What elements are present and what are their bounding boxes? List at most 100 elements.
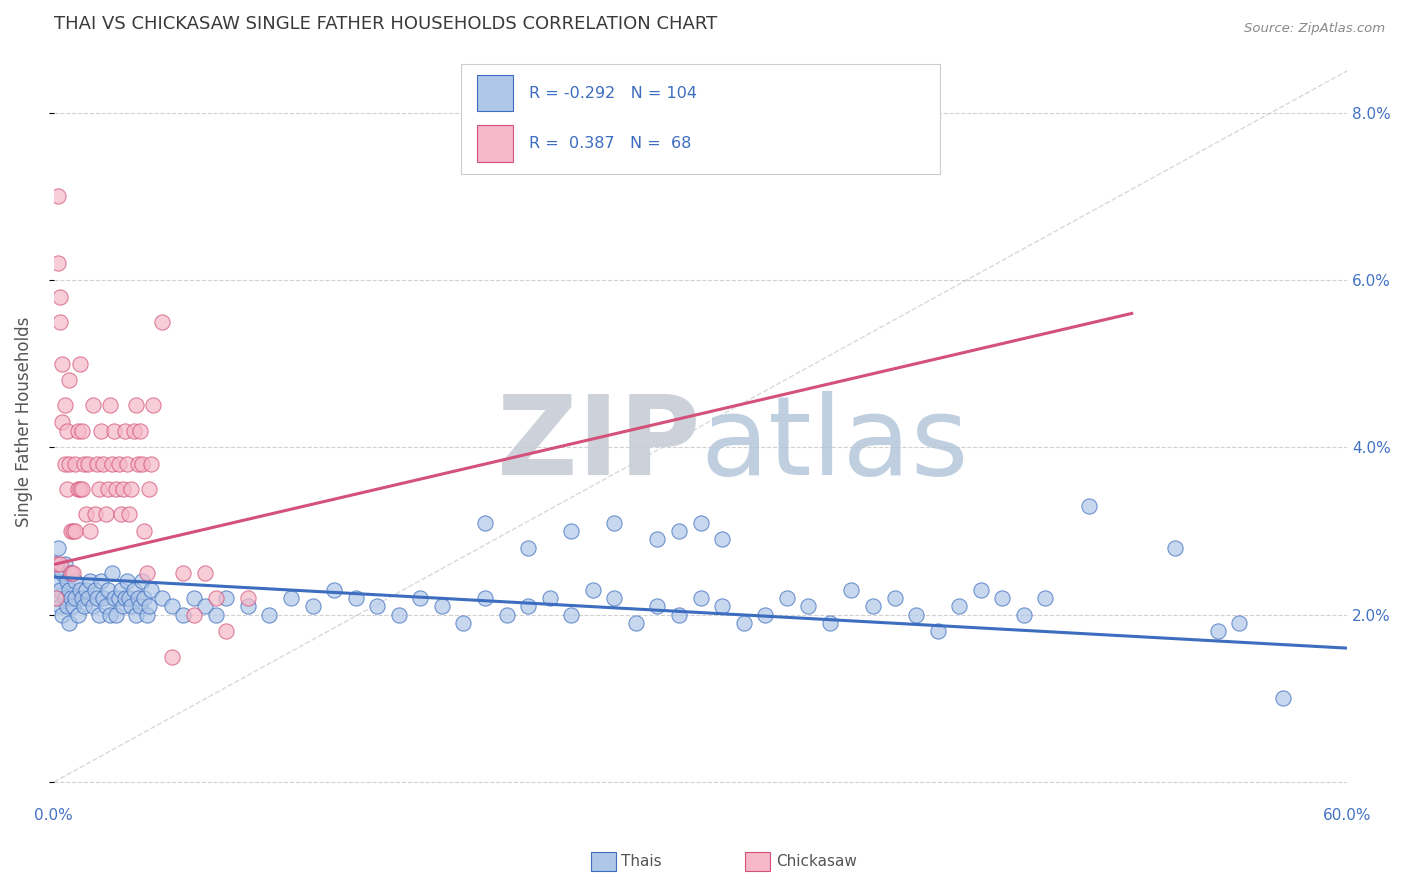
Point: [647, 533, 669, 547]
Point: [668, 524, 690, 538]
Point: [98, 607, 121, 622]
Point: [45, 591, 67, 605]
Point: [86, 457, 108, 471]
Point: [668, 607, 690, 622]
Text: THAI VS CHICKASAW SINGLE FATHER HOUSEHOLDS CORRELATION CHART: THAI VS CHICKASAW SINGLE FATHER HOUSEHOL…: [53, 15, 717, 33]
Point: [215, 624, 238, 639]
Point: [62, 524, 84, 538]
Point: [194, 566, 217, 580]
Point: [73, 599, 96, 614]
Point: [87, 607, 110, 622]
Point: [905, 607, 928, 622]
Text: R =  0.387   N =  68: R = 0.387 N = 68: [529, 136, 690, 151]
Point: [79, 524, 101, 538]
Point: [114, 424, 136, 438]
Point: [115, 574, 138, 589]
Point: [1271, 691, 1294, 706]
Point: [75, 582, 97, 597]
Point: [970, 582, 993, 597]
Point: [711, 599, 734, 614]
Point: [122, 582, 145, 597]
Point: [94, 599, 117, 614]
Point: [236, 591, 259, 605]
Point: [53, 399, 76, 413]
Point: [51, 607, 73, 622]
Point: [927, 624, 949, 639]
Point: [172, 566, 194, 580]
Point: [103, 591, 125, 605]
Point: [58, 457, 80, 471]
Point: [114, 591, 136, 605]
Point: [129, 599, 152, 614]
Point: [111, 482, 134, 496]
Point: [46, 574, 69, 589]
FancyBboxPatch shape: [461, 64, 939, 174]
Point: [79, 574, 101, 589]
Point: [60, 591, 83, 605]
Point: [93, 591, 115, 605]
Point: [103, 424, 125, 438]
Point: [58, 615, 80, 630]
Point: [55, 424, 77, 438]
Point: [58, 373, 80, 387]
Point: [560, 524, 582, 538]
Point: [62, 599, 84, 614]
Point: [83, 508, 105, 522]
Point: [60, 566, 83, 580]
Point: [110, 508, 132, 522]
Point: [883, 591, 905, 605]
Point: [474, 591, 496, 605]
Point: [55, 574, 77, 589]
Point: [122, 424, 145, 438]
Point: [204, 591, 226, 605]
Point: [841, 582, 863, 597]
Point: [62, 566, 84, 580]
Point: [120, 599, 142, 614]
Point: [991, 591, 1014, 605]
Y-axis label: Single Father Households: Single Father Households: [15, 317, 32, 527]
Point: [127, 457, 149, 471]
Point: [1206, 624, 1229, 639]
Point: [647, 599, 669, 614]
Point: [65, 457, 87, 471]
Point: [125, 607, 148, 622]
Point: [624, 615, 647, 630]
Text: R = -0.292   N = 104: R = -0.292 N = 104: [529, 86, 696, 101]
Point: [453, 615, 475, 630]
Point: [204, 607, 226, 622]
Point: [107, 457, 129, 471]
Point: [183, 591, 205, 605]
Point: [70, 591, 93, 605]
Point: [60, 524, 83, 538]
Point: [517, 541, 540, 555]
Point: [53, 591, 76, 605]
Point: [90, 574, 112, 589]
Point: [66, 424, 89, 438]
Point: [1229, 615, 1251, 630]
Point: [127, 591, 149, 605]
Point: [1077, 499, 1099, 513]
Point: [733, 615, 755, 630]
Point: [65, 574, 87, 589]
Point: [98, 399, 121, 413]
Point: [66, 482, 89, 496]
Point: [301, 599, 323, 614]
Point: [53, 558, 76, 572]
Point: [139, 457, 162, 471]
Point: [711, 533, 734, 547]
Point: [65, 524, 87, 538]
Point: [135, 566, 157, 580]
Point: [82, 599, 104, 614]
Point: [82, 399, 104, 413]
Point: [46, 189, 69, 203]
Point: [49, 599, 72, 614]
Point: [862, 599, 884, 614]
Point: [162, 649, 184, 664]
Point: [236, 599, 259, 614]
Point: [366, 599, 388, 614]
Point: [51, 566, 73, 580]
Point: [474, 516, 496, 530]
Point: [131, 457, 153, 471]
Point: [131, 574, 153, 589]
Point: [125, 399, 148, 413]
